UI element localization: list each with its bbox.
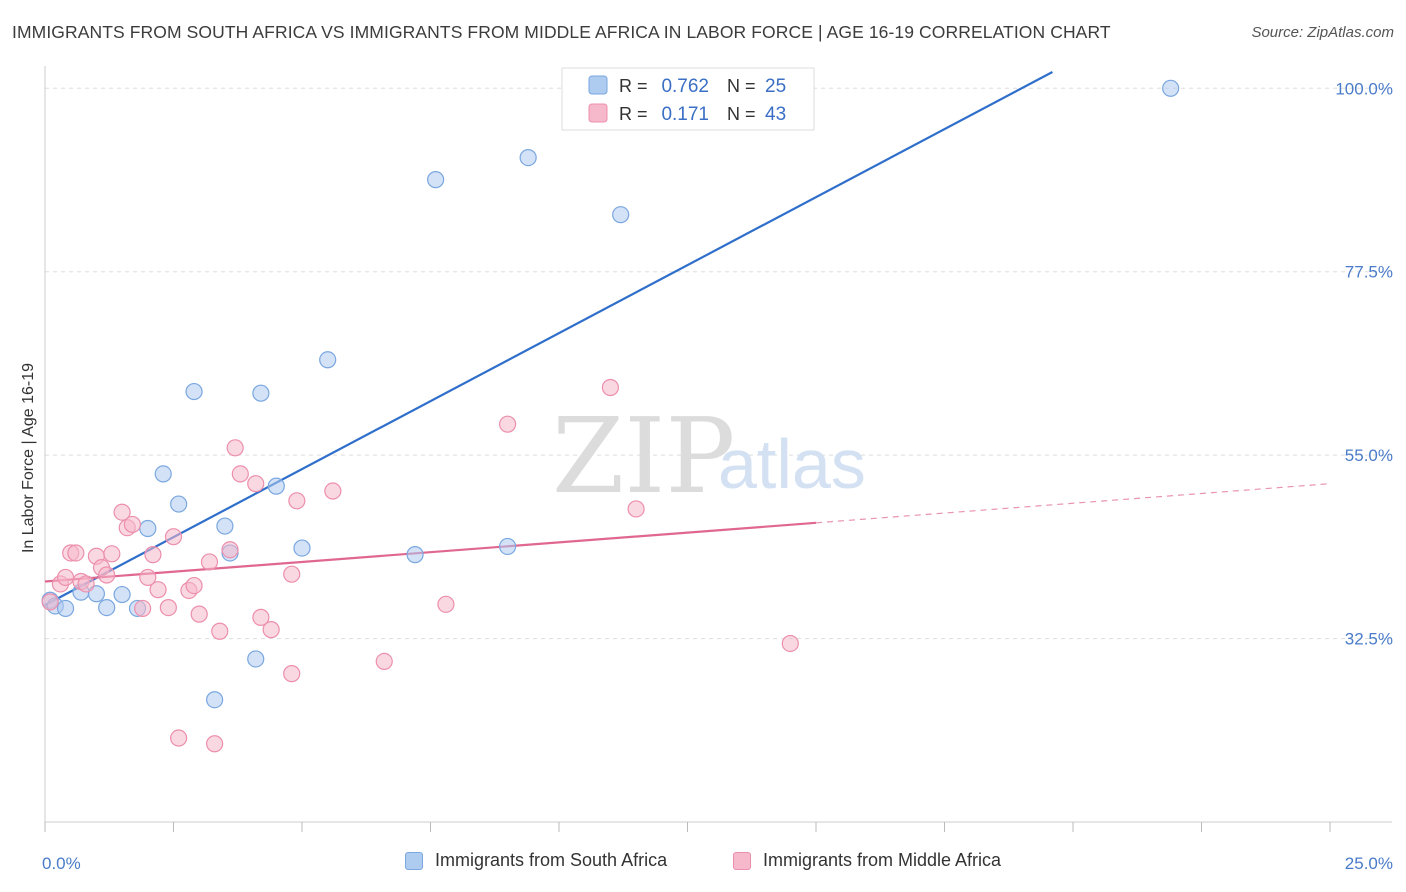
- watermark-atlas: atlas: [718, 425, 866, 503]
- south-africa-point: [170, 495, 188, 513]
- middle-africa-point: [164, 528, 183, 546]
- middle-africa-point: [123, 515, 141, 534]
- legend-swatch-pink: [733, 851, 751, 870]
- y-tick-label: 77.5%: [1345, 263, 1393, 282]
- y-tick-label: 55.0%: [1345, 446, 1393, 465]
- trend-lines: [44, 71, 1331, 607]
- middle-africa-point: [262, 621, 280, 639]
- south-africa-trend-line: [44, 71, 1053, 607]
- middle-africa-point: [226, 439, 244, 457]
- south-africa-point: [612, 206, 630, 224]
- south-africa-point: [427, 171, 445, 189]
- middle-africa-point: [139, 568, 157, 587]
- middle-africa-point: [221, 541, 239, 559]
- south-africa-point: [247, 650, 265, 668]
- x-tick-label: 0.0%: [42, 854, 81, 873]
- middle-africa-trend-line: [44, 521, 817, 583]
- legend-r-label: R =: [619, 76, 648, 96]
- middle-africa-point: [134, 599, 152, 618]
- series-legend-label: Immigrants from South Africa: [435, 850, 668, 870]
- middle-africa-point: [77, 575, 95, 593]
- chart-title: IMMIGRANTS FROM SOUTH AFRICA VS IMMIGRAN…: [12, 22, 1111, 42]
- south-africa-point: [139, 519, 157, 538]
- middle-africa-point: [288, 492, 306, 510]
- middle-africa-point: [283, 565, 301, 583]
- legend-n-value: 25: [765, 76, 786, 97]
- data-points: [41, 79, 1180, 753]
- south-africa-point: [319, 351, 337, 369]
- middle-africa-point: [149, 581, 167, 599]
- middle-africa-point: [103, 545, 121, 563]
- y-tick-label: 100.0%: [1335, 79, 1393, 98]
- middle-africa-point: [200, 553, 219, 571]
- middle-africa-point: [231, 465, 249, 483]
- series-legend-item-middle-africa[interactable]: Immigrants from Middle Africa: [733, 850, 1001, 871]
- south-africa-point: [185, 382, 203, 401]
- middle-africa-point: [437, 595, 455, 613]
- south-africa-point: [293, 539, 311, 557]
- middle-africa-point: [98, 566, 116, 584]
- watermark: ZIP atlas: [552, 395, 866, 517]
- y-tick-label: 32.5%: [1345, 630, 1393, 649]
- middle-africa-trend-extension: [815, 483, 1331, 524]
- south-africa-point: [56, 599, 75, 618]
- legend-r-value: 0.762: [661, 76, 709, 97]
- south-africa-point: [113, 585, 131, 604]
- middle-africa-point: [159, 598, 177, 617]
- middle-africa-point: [206, 735, 224, 753]
- middle-africa-point: [144, 546, 162, 564]
- south-africa-point: [267, 477, 285, 495]
- south-africa-point: [154, 465, 172, 483]
- south-africa-point: [406, 546, 424, 564]
- south-africa-point: [216, 517, 234, 535]
- middle-africa-point: [41, 593, 59, 611]
- middle-africa-point: [67, 544, 85, 562]
- south-africa-point: [98, 598, 116, 617]
- middle-africa-point: [247, 475, 265, 493]
- middle-africa-point: [324, 482, 342, 500]
- middle-africa-point: [113, 503, 131, 521]
- grid-lines: [45, 87, 1392, 640]
- series-legend: Immigrants from South Africa Immigrants …: [0, 850, 1406, 880]
- middle-africa-point: [185, 576, 203, 595]
- legend-n-label: N =: [727, 104, 756, 124]
- legend-swatch-blue: [405, 851, 423, 870]
- middle-africa-point: [601, 378, 620, 397]
- x-tick-label: 25.0%: [1345, 854, 1393, 873]
- watermark-zip: ZIP: [552, 395, 735, 517]
- middle-africa-point: [190, 605, 208, 623]
- y-axis-label: In Labor Force | Age 16-19: [20, 363, 37, 553]
- middle-africa-point: [170, 729, 188, 747]
- south-africa-point: [206, 691, 224, 709]
- axes: [44, 66, 1392, 832]
- middle-africa-point: [252, 608, 270, 626]
- series-legend-item-south-africa[interactable]: Immigrants from South Africa: [405, 850, 667, 871]
- middle-africa-point: [627, 500, 645, 518]
- south-africa-point: [252, 384, 270, 402]
- middle-africa-point: [781, 634, 799, 653]
- legend-swatch-blue: [588, 75, 608, 95]
- legend-r-value: 0.171: [661, 104, 709, 125]
- middle-africa-point: [56, 568, 75, 587]
- source-credit[interactable]: Source: ZipAtlas.com: [1251, 24, 1394, 41]
- south-africa-point: [519, 148, 537, 167]
- legend: R = 0.762 N = 25 R = 0.171 N = 43: [561, 67, 815, 131]
- legend-r-label: R =: [619, 104, 648, 124]
- middle-africa-point: [375, 652, 393, 671]
- legend-swatch-pink: [588, 103, 608, 123]
- middle-africa-point: [211, 622, 229, 640]
- series-legend-label: Immigrants from Middle Africa: [763, 850, 1002, 870]
- legend-n-label: N =: [727, 76, 756, 96]
- middle-africa-point: [499, 415, 517, 433]
- south-africa-point: [499, 537, 517, 556]
- south-africa-point: [1162, 79, 1180, 97]
- middle-africa-point: [283, 665, 301, 683]
- tick-labels: 32.5% 55.0% 77.5% 100.0% 0.0% 25.0%: [42, 79, 1393, 873]
- legend-n-value: 43: [765, 104, 786, 125]
